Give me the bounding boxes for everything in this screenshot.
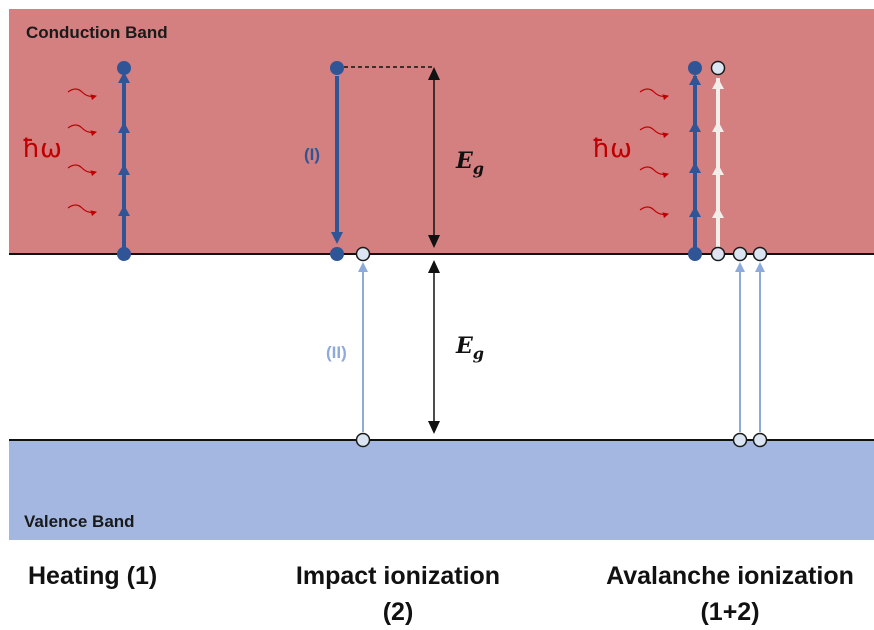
electron-dot — [688, 247, 702, 261]
avalanche-caption-line1: Avalanche ionization — [606, 562, 854, 590]
conduction-band — [9, 9, 874, 254]
photon-wave — [639, 206, 669, 219]
gap-arrow-upper-top-head — [428, 67, 440, 80]
excited-electron-circle — [710, 246, 726, 262]
excited-electron-circle — [752, 246, 768, 262]
avalanche-photon-label: ħω — [592, 134, 632, 164]
gap-label-lower: Eg — [455, 333, 484, 363]
hot-electron-circle — [710, 60, 726, 76]
hole-circle — [355, 432, 371, 448]
heating-panel: ħω — [22, 61, 131, 261]
step-one-label: (I) — [304, 145, 320, 164]
photon-wave — [67, 124, 97, 137]
heating-photons — [67, 88, 97, 217]
step-two-label: (II) — [326, 343, 347, 362]
electron-relaxation-arrowhead — [331, 232, 343, 244]
electron-dot — [117, 61, 131, 75]
electron-excitation-arrowhead — [358, 262, 368, 272]
avalanche-panel: ħω — [592, 60, 768, 448]
valence-band — [9, 440, 874, 540]
electron-dot — [688, 61, 702, 75]
gap-label-upper: Eg — [455, 148, 484, 178]
photon-wave — [67, 164, 97, 177]
electron-dot — [330, 61, 344, 75]
photon-wave — [639, 126, 669, 139]
hole-circle — [732, 432, 748, 448]
electron-dot — [330, 247, 344, 261]
avalanche-photons — [639, 88, 669, 219]
impact-panel: (I) (II) Eg Eg — [304, 61, 484, 448]
valence-band-label: Valence Band — [24, 512, 135, 531]
photon-wave — [639, 88, 669, 101]
photon-wave — [67, 204, 97, 217]
avalanche-excitation-arrowhead — [735, 262, 745, 272]
avalanche-excitation-arrowhead — [755, 262, 765, 272]
excited-electron-circle — [355, 246, 371, 262]
photon-wave — [67, 88, 97, 101]
gap-arrow-lower-top-head — [428, 260, 440, 273]
heating-caption: Heating (1) — [28, 562, 157, 590]
impact-caption-line1: Impact ionization — [296, 562, 500, 590]
conduction-band-label: Conduction Band — [26, 23, 168, 42]
impact-caption-line2: (2) — [383, 598, 414, 626]
heating-photon-label: ħω — [22, 134, 62, 164]
electron-dot — [117, 247, 131, 261]
hole-circle — [752, 432, 768, 448]
avalanche-caption-line2: (1+2) — [700, 598, 759, 626]
excited-electron-circle — [732, 246, 748, 262]
gap-arrow-upper-bottom-head — [428, 235, 440, 248]
photon-wave — [639, 166, 669, 179]
gap-arrow-lower-bottom-head — [428, 421, 440, 434]
